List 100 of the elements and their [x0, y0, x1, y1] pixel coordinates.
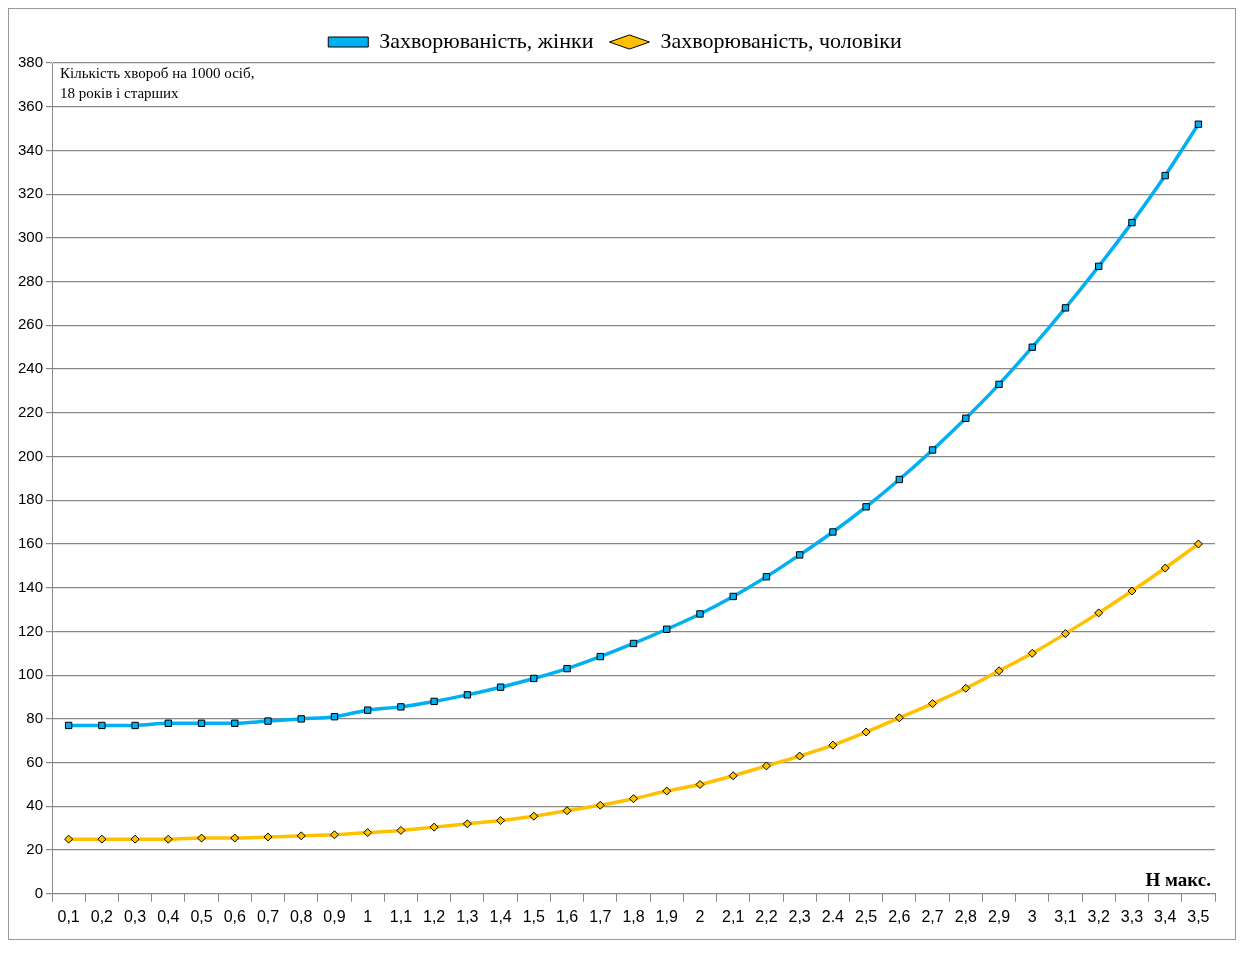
x-tick-label: 0,6 — [223, 907, 246, 925]
point — [761, 761, 771, 771]
point — [330, 713, 339, 721]
point — [430, 697, 438, 706]
y-tick-label: 20 — [26, 840, 44, 858]
y-tick-label: 380 — [18, 53, 44, 71]
point — [197, 719, 206, 727]
point — [64, 721, 73, 730]
point — [928, 699, 938, 709]
point — [429, 822, 439, 832]
point — [496, 683, 505, 691]
y-tick-label: 140 — [18, 577, 44, 595]
x-tick-label: 0,5 — [190, 907, 213, 925]
point — [97, 834, 107, 844]
point — [961, 683, 971, 693]
point — [496, 816, 506, 826]
point — [928, 446, 937, 454]
point — [164, 719, 173, 727]
point — [397, 703, 405, 711]
point — [1060, 629, 1070, 639]
y-tick-label: 160 — [18, 534, 44, 552]
x-tick-label: 1,3 — [456, 907, 479, 925]
point — [595, 800, 605, 810]
y-tick-label: 260 — [18, 315, 44, 333]
point — [1160, 563, 1170, 573]
point — [463, 691, 472, 699]
x-tick-label: 0,4 — [157, 907, 180, 925]
x-tick-label: 2.4 — [821, 907, 845, 925]
x-tick-label: 1,1 — [389, 907, 413, 925]
point — [1127, 586, 1137, 596]
point — [994, 666, 1004, 676]
point — [995, 380, 1003, 389]
point — [728, 771, 738, 781]
x-tick-label: 1,5 — [522, 907, 546, 925]
x-tick-label: 0,1 — [57, 907, 80, 925]
point — [596, 652, 604, 661]
y-tick-label: 0 — [34, 883, 44, 901]
point — [695, 779, 705, 789]
point — [263, 832, 273, 842]
x-tick-label: 3,5 — [1187, 907, 1210, 925]
y-tick-label: 340 — [18, 140, 44, 158]
point — [231, 719, 239, 727]
y-tick-label: 320 — [18, 184, 44, 202]
point — [563, 664, 571, 673]
y-tick-label: 220 — [18, 402, 44, 420]
point — [862, 503, 870, 511]
x-tick-label: 2,5 — [854, 907, 878, 925]
point — [1128, 218, 1136, 227]
x-tick-label: 2,2 — [755, 907, 778, 925]
point — [894, 713, 904, 723]
point — [962, 414, 970, 422]
x-tick-label: 2,6 — [888, 907, 911, 925]
point — [1061, 304, 1070, 312]
x-tick-label: 0,7 — [256, 907, 280, 925]
y-axis-title: Кількість хвороб на 1000 осіб, 18 років і старших — [60, 65, 255, 102]
x-tick-label: 2,8 — [954, 907, 978, 925]
point — [530, 674, 538, 683]
x-tick-label: 0,2 — [90, 907, 114, 925]
x-tick-label: 2 — [695, 907, 705, 925]
legend-label: Захворюваність, жінки — [379, 27, 594, 53]
x-tick-label: 2,7 — [921, 907, 944, 925]
point — [828, 740, 838, 750]
point — [529, 811, 539, 821]
y-tick-label: 240 — [18, 359, 44, 377]
point — [895, 475, 904, 484]
y-tick-label: 180 — [18, 490, 44, 508]
point — [363, 828, 373, 838]
legend-label: Захворюваність, чоловіки — [660, 27, 902, 53]
point — [795, 751, 805, 761]
y-tick-label: 40 — [26, 796, 44, 814]
point — [364, 706, 372, 714]
point — [297, 715, 305, 723]
x-tick-label: 3,4 — [1154, 907, 1177, 925]
point — [1161, 171, 1169, 180]
y-tick-label: 300 — [18, 228, 44, 246]
x-tick-label: 2,1 — [722, 907, 745, 925]
x-tick-label: 2,9 — [987, 907, 1011, 925]
point — [1194, 120, 1203, 128]
point — [1027, 648, 1037, 658]
point — [663, 625, 671, 633]
x-tick-label: 0,8 — [290, 907, 313, 925]
x-tick-label: 3,1 — [1054, 907, 1077, 925]
y-tick-label: 200 — [18, 446, 44, 464]
y-tick-label: 280 — [18, 271, 44, 289]
point — [829, 528, 837, 536]
point — [729, 592, 737, 601]
point — [1095, 262, 1103, 271]
x-tick-label: 1,6 — [555, 907, 579, 925]
point — [396, 825, 406, 835]
point — [130, 834, 140, 844]
x-tick-label: 1,7 — [589, 907, 612, 925]
x-tick-label: 0,9 — [323, 907, 346, 925]
point — [296, 831, 306, 841]
y-tick-label: 60 — [26, 752, 44, 770]
x-tick-label: 0,3 — [123, 907, 147, 925]
point — [131, 721, 139, 730]
x-tick-label: 1,4 — [489, 907, 512, 925]
y-tick-label: 360 — [18, 96, 44, 114]
point — [795, 551, 804, 559]
point — [163, 834, 173, 844]
